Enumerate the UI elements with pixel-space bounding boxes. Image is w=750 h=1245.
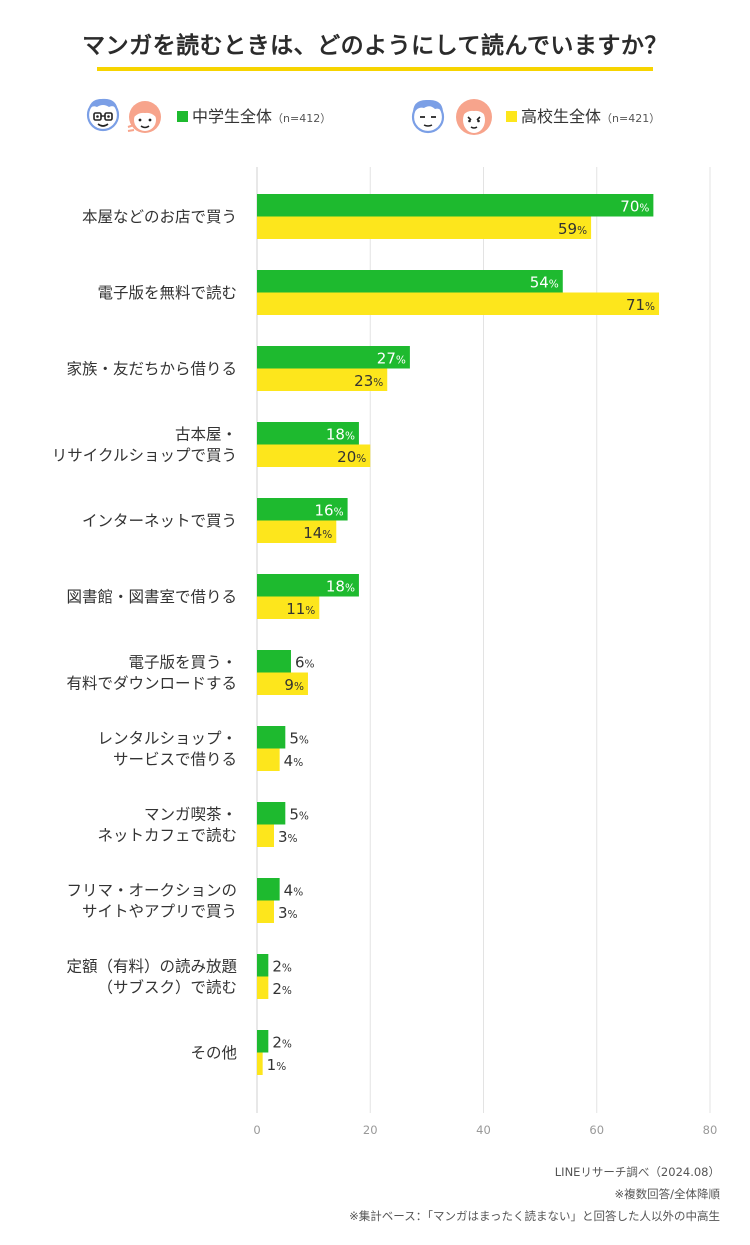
- category-label: 家族・友だちから借りる: [66, 360, 237, 378]
- data-label: 18%: [326, 425, 355, 443]
- legend-n-senior: （n=421）: [601, 112, 661, 125]
- bar-junior: [257, 726, 286, 749]
- category-label: 電子版を無料で読む: [97, 284, 237, 302]
- bar-senior: [257, 824, 274, 847]
- data-label: 2%: [272, 957, 292, 975]
- bar-junior: [257, 194, 654, 217]
- bar-junior: [257, 574, 359, 597]
- bar-junior: [257, 498, 348, 521]
- bar-senior: [257, 596, 320, 619]
- footnote-source: LINEリサーチ調べ（2024.08）: [554, 1165, 720, 1179]
- legend-swatch-junior: [177, 111, 188, 122]
- category-label: 図書館・図書室で借りる: [66, 588, 237, 606]
- data-label: 16%: [315, 501, 344, 519]
- data-label: 59%: [558, 220, 587, 238]
- category-label: 定額（有料）の読み放題（サブスク）で読む: [66, 958, 237, 997]
- data-label: 4%: [284, 881, 304, 899]
- bar-junior: [257, 802, 286, 825]
- legend-junior: 中学生全体（n=412）: [85, 95, 345, 141]
- footnote-multiple-answers: ※複数回答/全体降順: [614, 1187, 720, 1201]
- bar-senior: [257, 368, 388, 391]
- data-label: 27%: [377, 349, 406, 367]
- x-tick-label: 0: [253, 1123, 260, 1137]
- category-label: 古本屋・リサイクルショップで買う: [52, 426, 237, 465]
- bar-junior: [257, 422, 359, 445]
- bar-senior: [257, 216, 592, 239]
- data-label: 11%: [286, 600, 315, 618]
- category-label: その他: [190, 1044, 237, 1062]
- bar-senior: [257, 520, 337, 543]
- data-label: 54%: [530, 273, 559, 291]
- data-label: 5%: [289, 729, 309, 747]
- bar-senior: [257, 1052, 263, 1075]
- category-label: マンガ喫茶・ネットカフェで読む: [97, 806, 237, 845]
- bar-senior: [257, 900, 274, 923]
- student-faces-icon: [86, 98, 161, 133]
- data-label: 3%: [278, 828, 298, 846]
- category-label: 本屋などのお店で買う: [82, 208, 237, 226]
- category-label: 電子版を買う・有料でダウンロードする: [66, 654, 237, 693]
- x-tick-label: 40: [476, 1123, 491, 1137]
- category-label: レンタルショップ・サービスで借りる: [97, 730, 237, 769]
- x-tick-label: 20: [363, 1123, 378, 1137]
- data-label: 23%: [354, 372, 383, 390]
- title-underline: [97, 67, 653, 71]
- bar-junior: [257, 954, 269, 977]
- bar-senior: [257, 672, 308, 695]
- legend-n-junior: （n=412）: [272, 112, 332, 125]
- x-tick-label: 60: [589, 1123, 604, 1137]
- bar-chart: 0 20 40 60 80 本屋などのお店で買う 70% 59% 電子版を無料で読む 54% 71%…: [52, 167, 718, 1137]
- x-tick-label: 80: [703, 1123, 718, 1137]
- bar-junior: [257, 650, 291, 673]
- data-label: 1%: [267, 1056, 287, 1074]
- bar-senior: [257, 976, 269, 999]
- bar-junior: [257, 1030, 269, 1053]
- data-label: 4%: [284, 752, 304, 770]
- data-label: 3%: [278, 904, 298, 922]
- bar-junior: [257, 878, 280, 901]
- data-label: 2%: [272, 980, 292, 998]
- high-school-faces-icon: [411, 99, 492, 135]
- chart-title: マンガを読むときは、どのようにして読んでいますか？: [82, 33, 668, 59]
- data-label: 14%: [303, 524, 332, 542]
- bar-senior: [257, 292, 660, 315]
- data-label: 20%: [337, 448, 366, 466]
- bar-junior: [257, 270, 563, 293]
- legend-swatch-senior: [506, 111, 517, 122]
- data-label: 18%: [326, 577, 355, 595]
- data-label: 70%: [620, 197, 649, 215]
- legend-senior: 高校生全体（n=421）: [410, 95, 710, 141]
- bar-junior: [257, 346, 410, 369]
- data-label: 9%: [284, 676, 304, 694]
- data-label: 5%: [289, 805, 309, 823]
- data-label: 71%: [626, 296, 655, 314]
- bar-senior: [257, 748, 280, 771]
- legend-label-senior: 高校生全体（n=421）: [521, 107, 661, 126]
- category-label: インターネットで買う: [82, 512, 237, 530]
- data-label: 6%: [295, 653, 315, 671]
- footnote-base: ※集計ベース：「マンガはまったく読まない」と回答した人以外の中高生: [349, 1209, 720, 1223]
- bar-senior: [257, 444, 371, 467]
- legend-label-junior: 中学生全体（n=412）: [192, 107, 332, 126]
- category-label: フリマ・オークションのサイトやアプリで買う: [66, 882, 237, 921]
- data-label: 2%: [272, 1033, 292, 1051]
